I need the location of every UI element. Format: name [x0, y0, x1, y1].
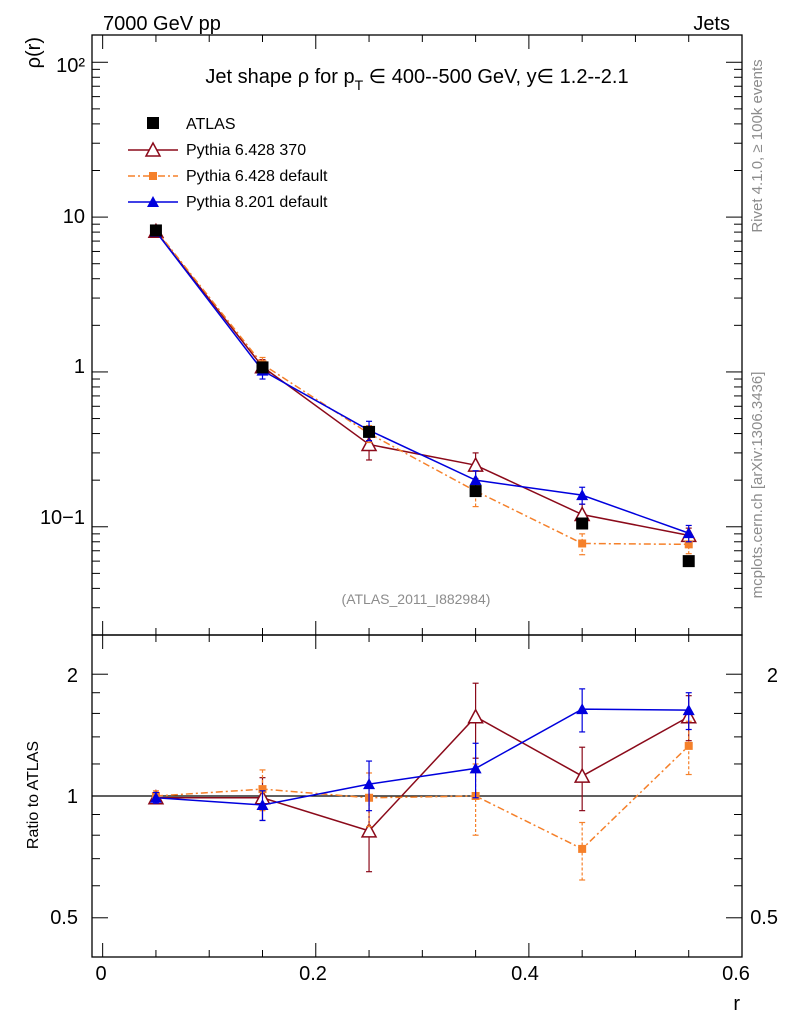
main-series-2 [149, 225, 695, 543]
main-y-tick-labels: 10−1 1 10 10² [40, 55, 85, 529]
ratio-y-tick-label-2: 2 [67, 665, 78, 687]
ratio-data-point [578, 844, 587, 853]
chart-title-pre: Jet shape ρ for p [205, 66, 354, 88]
ratio-panel: 0.5 1 2 0.5 2 Ratio to ATLAS 0 0.2 0.4 0… [25, 634, 778, 1015]
x-tick-label-0-2: 0.2 [299, 963, 327, 985]
main-series-line-1 [155, 229, 689, 546]
y-tick-label-0-1: 10−1 [40, 507, 85, 529]
main-data-point [256, 361, 269, 374]
legend-marker-pythia6-370 [144, 141, 162, 157]
ratio-data-point [469, 762, 482, 774]
main-series-3 [149, 224, 695, 568]
chart-title-sub: T [355, 77, 364, 93]
main-data-point [149, 224, 162, 237]
ratio-data-point [258, 785, 267, 794]
legend-marker-pythia8-default [147, 196, 159, 207]
main-series-line-2 [155, 231, 689, 534]
y-tick-label-100: 10² [56, 55, 85, 77]
legend: ATLAS Pythia 6.428 370 Pythia 6.428 defa… [128, 116, 328, 211]
main-series-line-0 [155, 230, 689, 537]
header-jets-label: Jets [693, 13, 730, 35]
ratio-data-point [573, 767, 591, 783]
main-data-point [469, 485, 482, 498]
y-tick-label-1: 1 [74, 356, 85, 378]
ratio-data-point [682, 704, 695, 716]
side-label-mcplots: mcplots.cern.ch [arXiv:1306.3436] [749, 372, 766, 599]
legend-label-pythia6-370: Pythia 6.428 370 [186, 142, 306, 159]
main-data-point [363, 425, 376, 438]
ratio-y-tick-label-1: 1 [67, 786, 78, 808]
ratio-series-layer [147, 682, 697, 881]
legend-marker-atlas [147, 117, 159, 129]
main-data-point [684, 540, 693, 549]
ratio-data-point [149, 791, 162, 803]
ratio-data-point [363, 778, 376, 790]
ratio-series-1 [151, 720, 693, 881]
ratio-right-tick-label-2: 2 [767, 665, 778, 687]
x-tick-label-0: 0 [95, 963, 106, 985]
side-label-rivet: Rivet 4.1.0, ≥ 100k events [749, 59, 766, 232]
x-tick-label-0-4: 0.4 [511, 963, 539, 985]
ratio-data-point [360, 822, 378, 838]
ratio-series-2 [149, 688, 695, 822]
main-data-point [682, 527, 695, 539]
main-data-point [469, 474, 482, 486]
ratio-data-point [576, 703, 589, 715]
main-axis-ticks [92, 35, 743, 636]
ratio-y-axis-label: Ratio to ATLAS [25, 741, 42, 849]
legend-label-pythia8-default: Pythia 8.201 default [186, 194, 328, 211]
ratio-data-point [256, 799, 269, 811]
main-data-point [576, 517, 589, 530]
ratio-y-tick-label-0-5: 0.5 [50, 907, 78, 929]
main-data-point [360, 435, 378, 452]
x-tick-label-0-6: 0.6 [722, 963, 750, 985]
ratio-series-line-2 [155, 708, 689, 806]
header-energy-label: 7000 GeV pp [103, 13, 221, 35]
main-panel: 10−1 1 10 10² ρ(r) Jet shape ρ for pT ∈ … [23, 34, 743, 636]
main-series-0 [147, 222, 697, 545]
chart-title-post: ∈ 400--500 GeV, y∈ 1.2--2.1 [363, 66, 628, 88]
chart-title: Jet shape ρ for pT ∈ 400--500 GeV, y∈ 1.… [205, 66, 628, 93]
main-data-point [578, 539, 587, 548]
y-tick-label-10: 10 [63, 206, 85, 228]
main-data-point [576, 489, 589, 501]
x-tick-labels: 0 0.2 0.4 0.6 [95, 963, 749, 985]
ratio-data-point [467, 708, 484, 724]
x-axis-label: r [733, 993, 740, 1015]
main-series-layer [147, 222, 697, 568]
ratio-y-tick-labels: 0.5 1 2 0.5 2 [50, 665, 778, 929]
legend-marker-pythia6-default [149, 172, 157, 180]
ratio-series-line-1 [155, 745, 690, 850]
main-data-point [682, 555, 695, 568]
ratio-data-point [684, 741, 693, 750]
ratio-series-0 [147, 682, 697, 873]
ratio-axis-ticks [92, 635, 743, 958]
legend-label-atlas: ATLAS [186, 116, 236, 133]
legend-label-pythia6-default: Pythia 6.428 default [186, 168, 328, 185]
ratio-series-line-0 [155, 715, 690, 832]
analysis-watermark: (ATLAS_2011_I882984) [342, 591, 491, 607]
main-y-axis-label: ρ(r) [23, 37, 45, 68]
ratio-right-tick-label-0-5: 0.5 [750, 907, 778, 929]
